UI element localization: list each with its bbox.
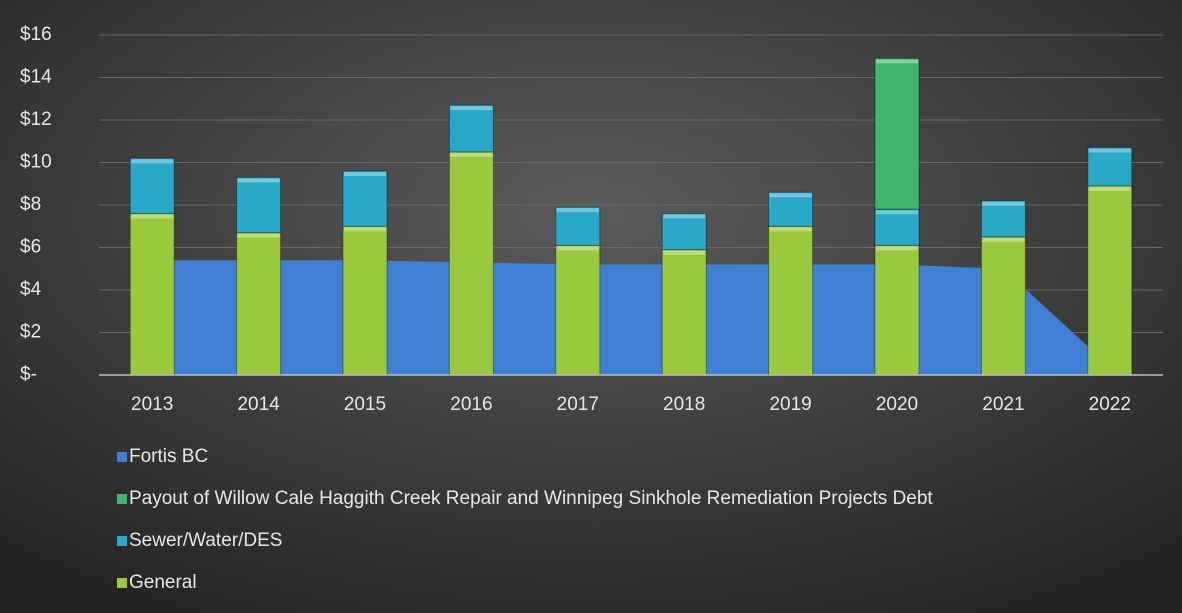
- legend-swatch: [117, 578, 127, 588]
- y-tick-label: $2: [20, 322, 41, 343]
- bar-segment: [555, 244, 601, 376]
- bar-cap: [1088, 148, 1131, 153]
- legend-label: Sewer/Water/DES: [129, 530, 282, 551]
- bar-segment: [980, 200, 1026, 238]
- bar-cap: [131, 159, 174, 164]
- bar-cap: [344, 227, 386, 232]
- x-tick-label: 2013: [131, 394, 173, 415]
- bar-segment: [236, 232, 282, 376]
- bar-segment: [661, 249, 707, 376]
- legend-label: Payout of Willow Cale Haggith Creek Repa…: [129, 488, 933, 509]
- y-tick-label: $14: [20, 67, 52, 88]
- area: [152, 260, 1110, 375]
- bar-segment: [661, 213, 707, 251]
- y-tick-label: $8: [20, 194, 41, 215]
- bar-cap: [131, 214, 174, 219]
- bar-cap: [450, 106, 493, 111]
- bar-segment: [980, 236, 1026, 376]
- bar-segment: [236, 176, 282, 234]
- bar-cap: [663, 250, 706, 255]
- bar-segment: [874, 208, 920, 246]
- bar-segment: [1087, 147, 1133, 187]
- bar-cap: [556, 246, 599, 251]
- bar-segment: [448, 151, 494, 376]
- bar-segment: [1087, 185, 1133, 376]
- legend-label: General: [129, 572, 197, 593]
- bar-segment: [874, 57, 920, 210]
- x-tick-label: 2019: [769, 394, 811, 415]
- x-tick-label: 2022: [1089, 394, 1131, 415]
- legend-label: Fortis BC: [129, 446, 208, 467]
- bar-cap: [876, 210, 918, 215]
- x-tick-label: 2018: [663, 394, 705, 415]
- y-tick-label: $6: [20, 237, 41, 258]
- bar-segment: [555, 206, 601, 246]
- bar-cap: [344, 172, 386, 176]
- bar-segment: [768, 191, 814, 227]
- bar-cap: [663, 214, 706, 219]
- bar-cap: [556, 208, 599, 213]
- bar-cap: [237, 233, 280, 238]
- bar-cap: [769, 227, 812, 232]
- bar-cap: [982, 237, 1025, 242]
- bar-cap: [237, 178, 280, 183]
- x-tick-label: 2021: [982, 394, 1024, 415]
- x-tick-label: 2014: [237, 394, 280, 415]
- bar-segment: [448, 104, 494, 153]
- bar-cap: [1088, 186, 1131, 191]
- bar-segment: [129, 157, 175, 214]
- x-tick-label: 2017: [557, 394, 599, 415]
- bar-segment: [768, 225, 814, 376]
- x-tick-label: 2020: [876, 394, 918, 415]
- y-tick-label: $4: [20, 279, 42, 300]
- bar-cap: [769, 193, 812, 198]
- bar-cap: [982, 201, 1025, 206]
- bar-segment: [874, 244, 920, 376]
- legend-swatch: [117, 494, 127, 504]
- bar-cap: [876, 246, 918, 251]
- bar-cap: [450, 152, 493, 157]
- legend-swatch: [117, 536, 127, 546]
- y-tick-label: $12: [20, 109, 52, 130]
- bar-segment: [342, 170, 388, 227]
- bar-segment: [129, 213, 175, 376]
- bar-segment: [342, 225, 388, 376]
- x-tick-label: 2015: [344, 394, 386, 415]
- bar-cap: [876, 59, 918, 64]
- y-tick-label: $-: [20, 364, 37, 385]
- legend-swatch: [117, 452, 127, 462]
- x-tick-label: 2016: [450, 394, 492, 415]
- y-tick-label: $10: [20, 152, 52, 173]
- y-tick-label: $16: [20, 24, 52, 45]
